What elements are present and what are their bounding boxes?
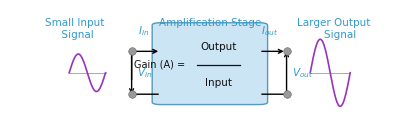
Text: Output: Output xyxy=(200,42,237,52)
Text: Amplification Stage: Amplification Stage xyxy=(159,18,261,28)
Point xyxy=(129,50,135,52)
Text: Small Input
  Signal: Small Input Signal xyxy=(45,18,104,40)
FancyBboxPatch shape xyxy=(152,23,268,105)
Point xyxy=(283,50,290,52)
Text: $V_{in}$: $V_{in}$ xyxy=(137,66,153,80)
Text: $I_{out}$: $I_{out}$ xyxy=(261,24,278,38)
Text: $V_{out}$: $V_{out}$ xyxy=(292,66,313,80)
Point xyxy=(283,93,290,95)
Text: $I_{in}$: $I_{in}$ xyxy=(137,24,149,38)
Text: Input: Input xyxy=(205,78,232,88)
Text: Gain (A) =: Gain (A) = xyxy=(134,60,188,70)
Text: Larger Output
    Signal: Larger Output Signal xyxy=(297,18,371,40)
Point xyxy=(129,93,135,95)
